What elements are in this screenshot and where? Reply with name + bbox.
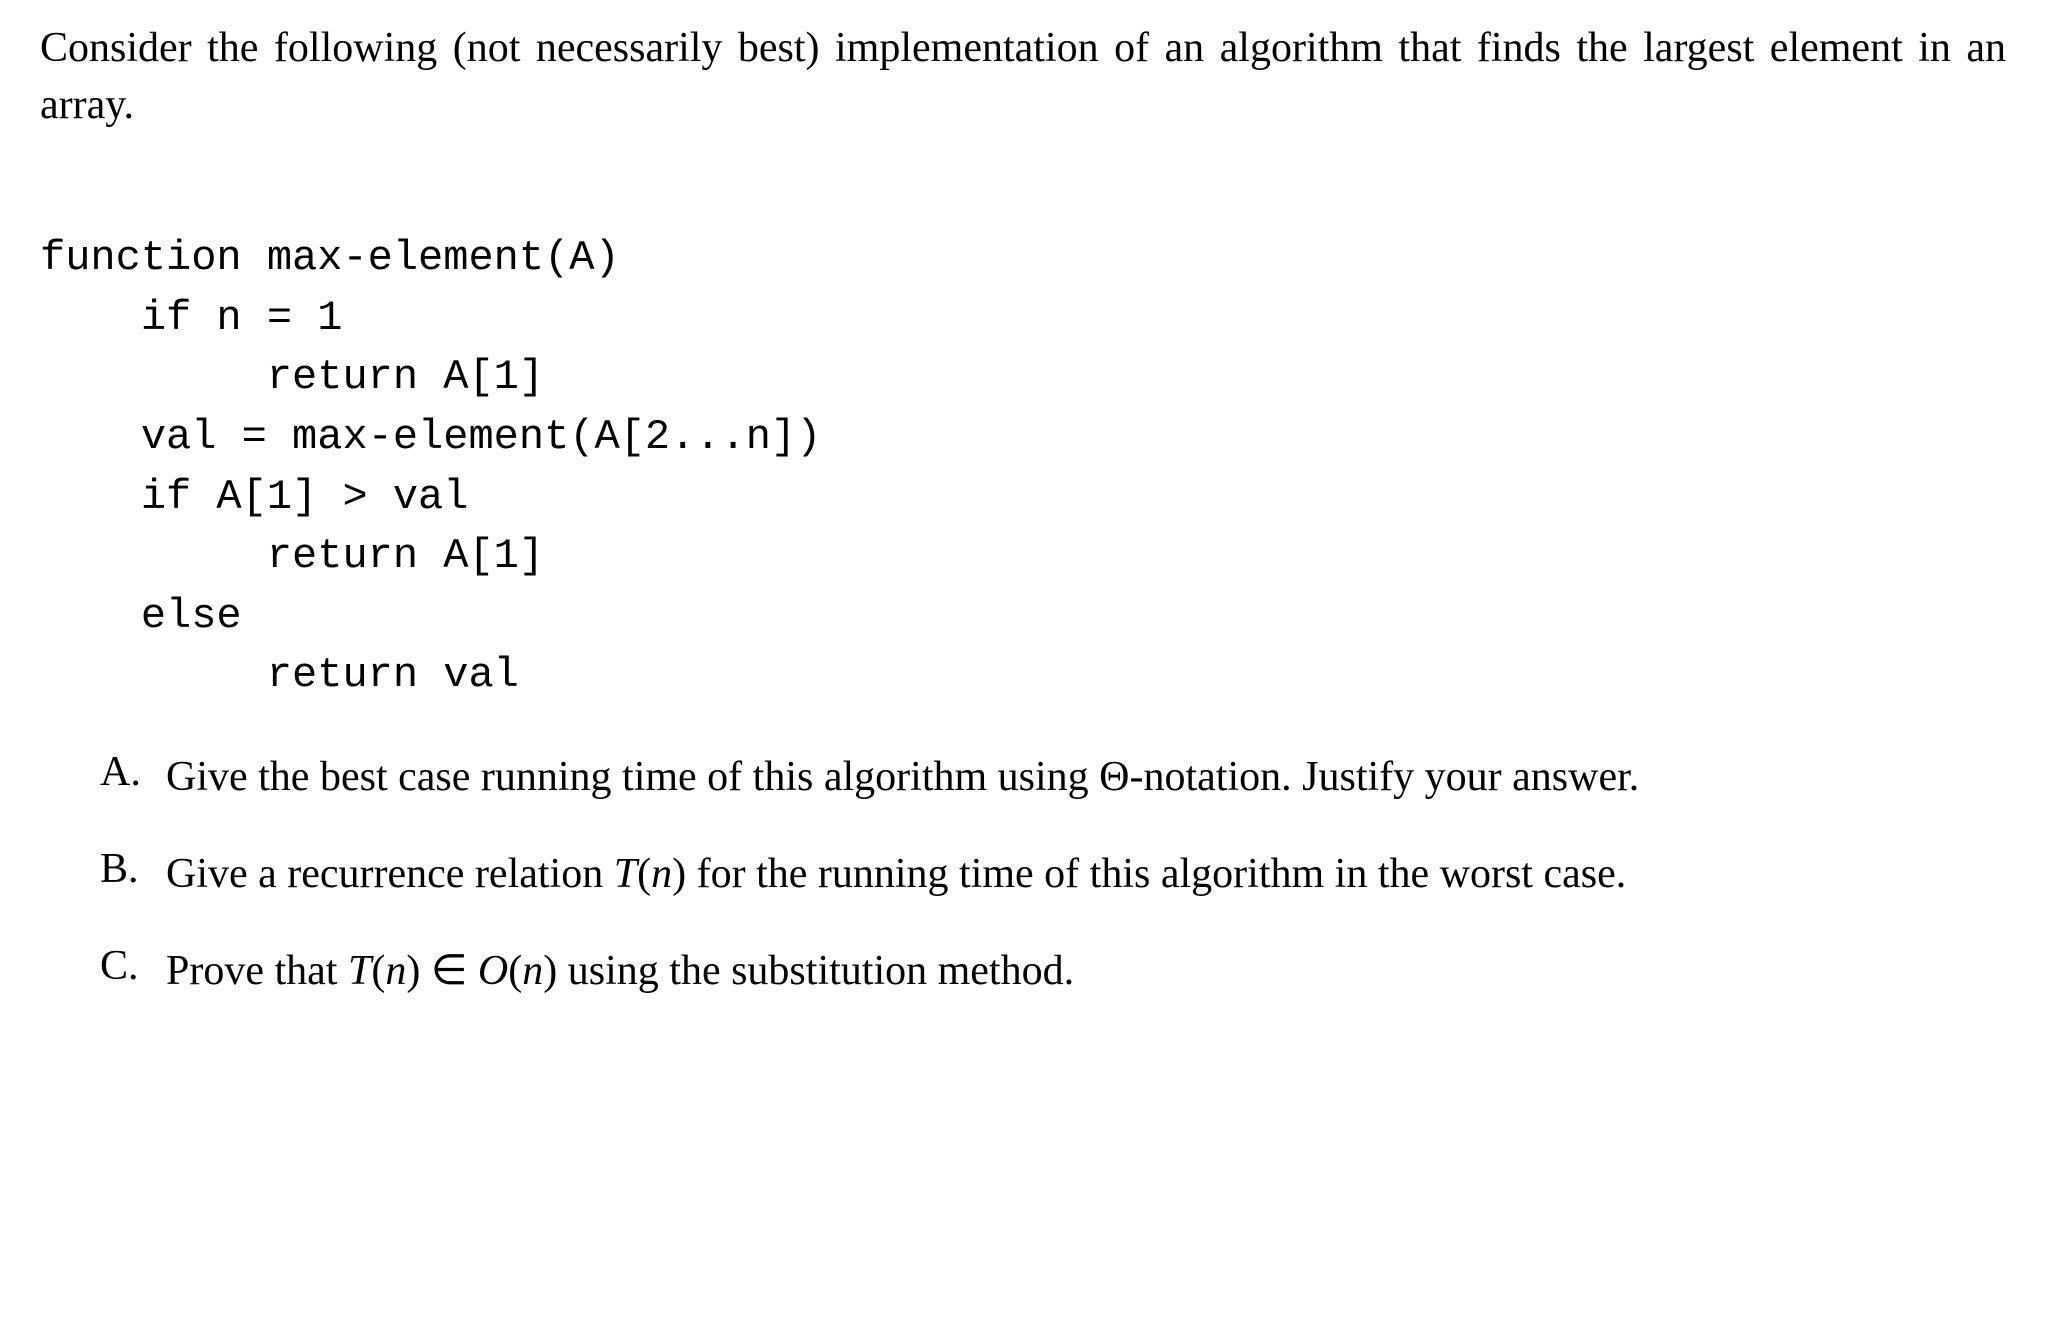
- math-paren-open: (: [637, 851, 651, 897]
- math-n: n: [651, 851, 672, 897]
- math-n-3: n: [522, 948, 543, 994]
- code-line-2: if n = 1: [40, 294, 342, 342]
- math-paren-open-3: (: [508, 948, 522, 994]
- code-line-3: return A[1]: [40, 353, 544, 401]
- question-c-label: C.: [100, 942, 166, 990]
- math-in: ∈: [420, 948, 478, 994]
- math-paren-open-2: (: [371, 948, 385, 994]
- code-line-7: else: [40, 592, 242, 640]
- question-c-pre: Prove that: [166, 948, 348, 994]
- code-line-1: function max-element(A): [40, 234, 620, 282]
- question-b-label: B.: [100, 845, 166, 893]
- question-b-pre: Give a recurrence relation: [166, 851, 614, 897]
- question-a: A. Give the best case running time of th…: [100, 748, 2006, 807]
- math-paren-close-2: ): [406, 948, 420, 994]
- math-n-2: n: [385, 948, 406, 994]
- math-paren-close: ): [672, 851, 686, 897]
- question-b-post: for the running time of this algorithm i…: [686, 851, 1626, 897]
- question-b: B. Give a recurrence relation T(n) for t…: [100, 845, 2006, 904]
- code-line-4: val = max-element(A[2...n]): [40, 413, 821, 461]
- question-c: C. Prove that T(n) ∈ O(n) using the subs…: [100, 942, 2006, 1001]
- math-paren-close-3: ): [543, 948, 557, 994]
- question-a-text: Give the best case running time of this …: [166, 748, 2006, 807]
- code-line-8: return val: [40, 651, 519, 699]
- math-T-2: T: [348, 948, 371, 994]
- code-line-6: return A[1]: [40, 532, 544, 580]
- question-a-label: A.: [100, 748, 166, 796]
- math-O: O: [478, 948, 508, 994]
- code-line-5: if A[1] > val: [40, 473, 468, 521]
- intro-paragraph: Consider the following (not necessarily …: [40, 20, 2006, 133]
- question-c-post: using the substitution method.: [557, 948, 1074, 994]
- math-T: T: [614, 851, 637, 897]
- question-c-text: Prove that T(n) ∈ O(n) using the substit…: [166, 942, 2006, 1001]
- question-b-text: Give a recurrence relation T(n) for the …: [166, 845, 2006, 904]
- code-block: function max-element(A) if n = 1 return …: [40, 169, 2006, 706]
- question-list: A. Give the best case running time of th…: [40, 748, 2006, 1000]
